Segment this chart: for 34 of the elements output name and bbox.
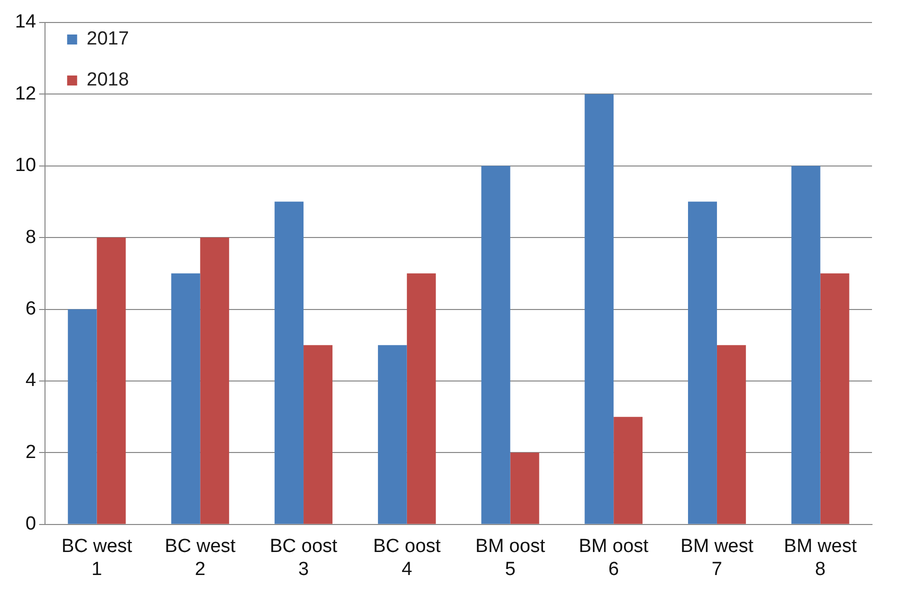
x-tick-label: BC west 1: [61, 536, 133, 580]
y-tick-label: 6: [26, 298, 36, 320]
bar: [791, 166, 820, 524]
bar: [510, 452, 540, 524]
bar: [820, 273, 850, 524]
y-tick-label: 14: [14, 12, 37, 33]
bar: [200, 238, 230, 524]
x-tick-label: BM west 8: [784, 536, 858, 580]
x-tick-label: BC oost 4: [373, 536, 442, 580]
x-tick-label: BM west 7: [680, 536, 754, 580]
bar: [614, 416, 643, 524]
y-tick-label: 0: [26, 514, 36, 535]
bar: [406, 273, 436, 524]
x-tick-label: BM oost 5: [475, 536, 546, 580]
y-tick-label: 2: [26, 442, 36, 463]
y-tick-label: 4: [26, 370, 37, 392]
bar: [716, 345, 746, 524]
bar: [274, 202, 304, 524]
x-tick-label: BC oost 3: [270, 536, 338, 580]
bar: [688, 202, 717, 524]
legend-label: 2018: [86, 70, 129, 91]
bar: [481, 166, 510, 524]
bar: [304, 345, 332, 524]
x-tick-label: BM oost 6: [578, 536, 650, 580]
bar: [378, 345, 407, 524]
bar: [584, 94, 614, 524]
y-tick-label: 12: [14, 83, 36, 104]
bar: [171, 273, 200, 524]
x-tick-label: BC west 2: [164, 536, 236, 580]
legend-label: 2017: [86, 28, 129, 50]
y-tick-label: 10: [14, 155, 36, 176]
bar: [96, 238, 126, 524]
bar: [68, 309, 97, 524]
y-tick-label: 8: [26, 226, 36, 248]
